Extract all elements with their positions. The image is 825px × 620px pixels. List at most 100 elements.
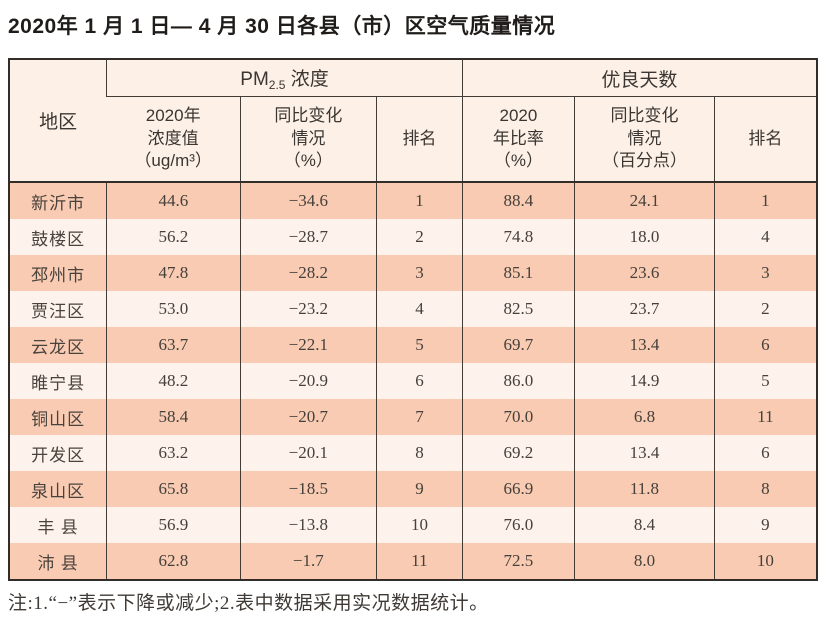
pm-value-cell: 58.4 — [106, 399, 241, 435]
gd-ratio-cell: 66.9 — [461, 471, 575, 507]
table-row: 邳州市 47.8 −28.2 3 85.1 23.6 3 — [9, 255, 817, 291]
pm-change-cell: −20.1 — [239, 435, 377, 471]
pm-value-cell: 53.0 — [106, 291, 241, 327]
column-header-region: 地区 — [9, 59, 107, 183]
region-cell: 丰 县 — [9, 507, 107, 543]
gd-ratio-cell: 82.5 — [461, 291, 575, 327]
pm-rank-cell: 2 — [376, 219, 463, 255]
pm-change-cell: −22.1 — [239, 327, 377, 363]
pm-change-cell: −34.6 — [239, 182, 377, 219]
pm-change-cell: −18.5 — [239, 471, 377, 507]
region-cell: 开发区 — [9, 435, 107, 471]
pm-change-cell: −13.8 — [239, 507, 377, 543]
pm-value-cell: 56.2 — [106, 219, 241, 255]
table-header: 地区 PM2.5 浓度 优良天数 2020年 浓度值 （ug/m³） 同比变化 … — [9, 59, 817, 183]
pm-change-cell: −28.7 — [239, 219, 377, 255]
pm-value-cell: 63.7 — [106, 327, 241, 363]
pm-rank-cell: 11 — [376, 543, 463, 580]
gd-change-cell: 8.4 — [574, 507, 715, 543]
column-header-pm-change: 同比变化 情况 （%） — [239, 96, 377, 183]
gd-ratio-cell: 86.0 — [461, 363, 575, 399]
gd-rank-cell: 11 — [713, 399, 817, 435]
region-cell: 贾汪区 — [9, 291, 107, 327]
gd-rank-cell: 8 — [713, 471, 817, 507]
gd-rank-cell: 6 — [713, 435, 817, 471]
footnote: 注:1.“−”表示下降或减少;2.表中数据采用实况数据统计。 — [8, 593, 489, 614]
gd-ratio-cell: 76.0 — [461, 507, 575, 543]
column-group-good-days: 优良天数 — [461, 59, 817, 97]
pm-rank-cell: 1 — [376, 182, 463, 219]
gd-change-cell: 24.1 — [574, 182, 715, 219]
gd-ratio-cell: 69.7 — [461, 327, 575, 363]
table-row: 鼓楼区 56.2 −28.7 2 74.8 18.0 4 — [9, 219, 817, 255]
pm25-subscript: 2.5 — [268, 78, 286, 92]
gd-change-cell: 6.8 — [574, 399, 715, 435]
pm-rank-cell: 9 — [376, 471, 463, 507]
column-header-pm-rank: 排名 — [376, 96, 463, 183]
pm-change-cell: −20.9 — [239, 363, 377, 399]
pm-rank-cell: 5 — [376, 327, 463, 363]
gd-change-cell: 11.8 — [574, 471, 715, 507]
region-cell: 新沂市 — [9, 182, 107, 219]
table-body: 新沂市 44.6 −34.6 1 88.4 24.1 1 鼓楼区 56.2 −2… — [9, 182, 817, 580]
pm25-prefix: PM — [240, 69, 269, 90]
pm-value-cell: 44.6 — [106, 182, 241, 219]
gd-change-cell: 18.0 — [574, 219, 715, 255]
column-header-gd-ratio: 2020 年比率 （%） — [461, 96, 575, 183]
pm-value-cell: 65.8 — [106, 471, 241, 507]
region-cell: 云龙区 — [9, 327, 107, 363]
gd-ratio-cell: 74.8 — [461, 219, 575, 255]
pm-change-cell: −1.7 — [239, 543, 377, 580]
pm-value-cell: 56.9 — [106, 507, 241, 543]
gd-rank-cell: 1 — [713, 182, 817, 219]
table-row: 云龙区 63.7 −22.1 5 69.7 13.4 6 — [9, 327, 817, 363]
region-cell: 铜山区 — [9, 399, 107, 435]
pm-rank-cell: 4 — [376, 291, 463, 327]
region-cell: 睢宁县 — [9, 363, 107, 399]
table-row: 泉山区 65.8 −18.5 9 66.9 11.8 8 — [9, 471, 817, 507]
pm-rank-cell: 7 — [376, 399, 463, 435]
pm25-suffix: 浓度 — [285, 69, 329, 90]
pm-rank-cell: 6 — [376, 363, 463, 399]
gd-rank-cell: 10 — [713, 543, 817, 580]
table-row: 贾汪区 53.0 −23.2 4 82.5 23.7 2 — [9, 291, 817, 327]
column-header-gd-change: 同比变化 情况 （百分点） — [574, 96, 715, 183]
pm-value-cell: 47.8 — [106, 255, 241, 291]
pm-rank-cell: 8 — [376, 435, 463, 471]
pm-value-cell: 62.8 — [106, 543, 241, 580]
pm-change-cell: −28.2 — [239, 255, 377, 291]
gd-rank-cell: 9 — [713, 507, 817, 543]
gd-rank-cell: 5 — [713, 363, 817, 399]
table-row: 铜山区 58.4 −20.7 7 70.0 6.8 11 — [9, 399, 817, 435]
gd-change-cell: 14.9 — [574, 363, 715, 399]
gd-ratio-cell: 69.2 — [461, 435, 575, 471]
gd-rank-cell: 2 — [713, 291, 817, 327]
pm-rank-cell: 3 — [376, 255, 463, 291]
page-title: 2020年 1 月 1 日— 4 月 30 日各县（市）区空气质量情况 — [8, 15, 556, 38]
gd-rank-cell: 6 — [713, 327, 817, 363]
gd-change-cell: 13.4 — [574, 327, 715, 363]
column-group-pm25: PM2.5 浓度 — [106, 59, 463, 97]
pm-value-cell: 63.2 — [106, 435, 241, 471]
table-row: 丰 县 56.9 −13.8 10 76.0 8.4 9 — [9, 507, 817, 543]
header-sub-row: 2020年 浓度值 （ug/m³） 同比变化 情况 （%） 排名 2020 年比… — [9, 96, 817, 183]
pm-change-cell: −20.7 — [239, 399, 377, 435]
region-cell: 鼓楼区 — [9, 219, 107, 255]
column-header-gd-rank: 排名 — [713, 96, 817, 183]
pm-rank-cell: 10 — [376, 507, 463, 543]
column-header-pm-value: 2020年 浓度值 （ug/m³） — [106, 96, 241, 183]
gd-change-cell: 8.0 — [574, 543, 715, 580]
table-row: 新沂市 44.6 −34.6 1 88.4 24.1 1 — [9, 182, 817, 219]
gd-ratio-cell: 85.1 — [461, 255, 575, 291]
table-row: 睢宁县 48.2 −20.9 6 86.0 14.9 5 — [9, 363, 817, 399]
gd-change-cell: 13.4 — [574, 435, 715, 471]
table-row: 开发区 63.2 −20.1 8 69.2 13.4 6 — [9, 435, 817, 471]
table-row: 沛 县 62.8 −1.7 11 72.5 8.0 10 — [9, 543, 817, 580]
region-cell: 邳州市 — [9, 255, 107, 291]
gd-ratio-cell: 88.4 — [461, 182, 575, 219]
gd-ratio-cell: 70.0 — [461, 399, 575, 435]
gd-rank-cell: 3 — [713, 255, 817, 291]
header-group-row: 地区 PM2.5 浓度 优良天数 — [9, 59, 817, 183]
region-cell: 泉山区 — [9, 471, 107, 507]
